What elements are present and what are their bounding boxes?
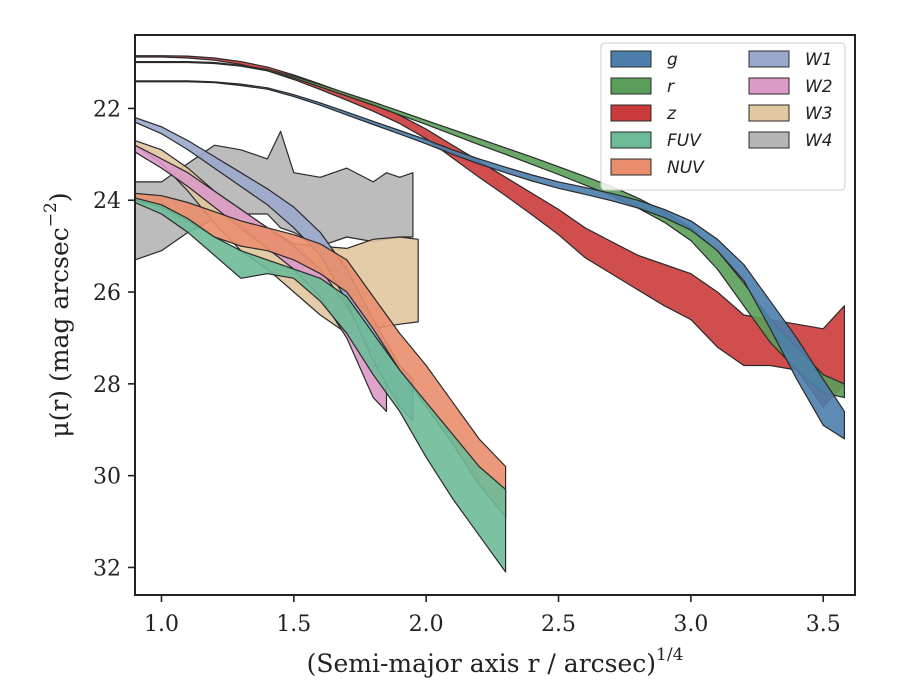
x-tick-label: 1.0 bbox=[144, 612, 179, 637]
legend-label: FUV bbox=[667, 131, 702, 151]
legend-swatch bbox=[610, 50, 652, 68]
x-tick-label: 3.0 bbox=[673, 612, 708, 637]
x-tick-label: 1.5 bbox=[276, 612, 311, 637]
legend-item-w3: W3 bbox=[748, 104, 833, 124]
legend-item-nuv: NUV bbox=[610, 158, 705, 178]
legend-label: W3 bbox=[805, 104, 833, 124]
legend-item-fuv: FUV bbox=[610, 131, 702, 151]
plot-frame bbox=[134, 34, 856, 596]
legend: grz FUV NUV W1 W2 W3 W4 bbox=[600, 42, 846, 191]
legend-label: r bbox=[667, 77, 675, 97]
y-tick-label: 30 bbox=[93, 465, 121, 490]
profile-bands bbox=[135, 55, 845, 573]
y-tick-label: 24 bbox=[93, 189, 121, 214]
legend-label: NUV bbox=[667, 158, 705, 178]
band-w2 bbox=[135, 144, 388, 412]
legend-swatch bbox=[748, 77, 790, 95]
y-tick-label: 32 bbox=[93, 556, 121, 581]
y-axis-ticks: 22 24 26 28 30 32 bbox=[93, 97, 135, 581]
y-axis-label: μ(r) (mag arcsec−2) bbox=[41, 192, 74, 437]
band-fuv bbox=[135, 197, 507, 573]
y-tick-label: 28 bbox=[93, 373, 121, 398]
legend-swatch bbox=[610, 104, 652, 122]
legend-item-z: z bbox=[610, 104, 677, 124]
legend-swatch bbox=[610, 131, 652, 149]
legend-item-r: r bbox=[610, 77, 675, 97]
legend-swatch bbox=[748, 131, 790, 149]
legend-label: z bbox=[666, 104, 677, 124]
legend-label: W4 bbox=[805, 131, 833, 151]
x-tick-label: 3.5 bbox=[806, 612, 841, 637]
legend-swatch bbox=[748, 104, 790, 122]
x-tick-label: 2.0 bbox=[409, 612, 444, 637]
legend-item-w1: W1 bbox=[748, 50, 833, 70]
legend-swatch bbox=[748, 50, 790, 68]
legend-swatch bbox=[610, 77, 652, 95]
y-tick-label: 26 bbox=[93, 281, 121, 306]
y-axis-label-close: ) bbox=[45, 192, 74, 202]
legend-item-g: g bbox=[610, 50, 678, 70]
band-r bbox=[135, 61, 845, 399]
x-axis-ticks: 1.0 1.5 2.0 2.5 3.0 3.5 bbox=[144, 595, 841, 637]
legend-label: W2 bbox=[805, 77, 833, 97]
legend-swatch bbox=[610, 158, 652, 176]
x-tick-label: 2.5 bbox=[541, 612, 576, 637]
x-axis-label-exponent: 1/4 bbox=[656, 645, 683, 665]
legend-label: g bbox=[667, 50, 678, 70]
legend-item-w2: W2 bbox=[748, 77, 833, 97]
legend-item-w4: W4 bbox=[748, 131, 833, 151]
x-axis-label: (Semi-major axis r / arcsec)1/4 bbox=[307, 645, 684, 678]
y-tick-label: 22 bbox=[93, 97, 121, 122]
band-g bbox=[135, 80, 845, 440]
legend-label: W1 bbox=[805, 50, 833, 70]
y-axis-label-exponent: −2 bbox=[41, 202, 61, 227]
